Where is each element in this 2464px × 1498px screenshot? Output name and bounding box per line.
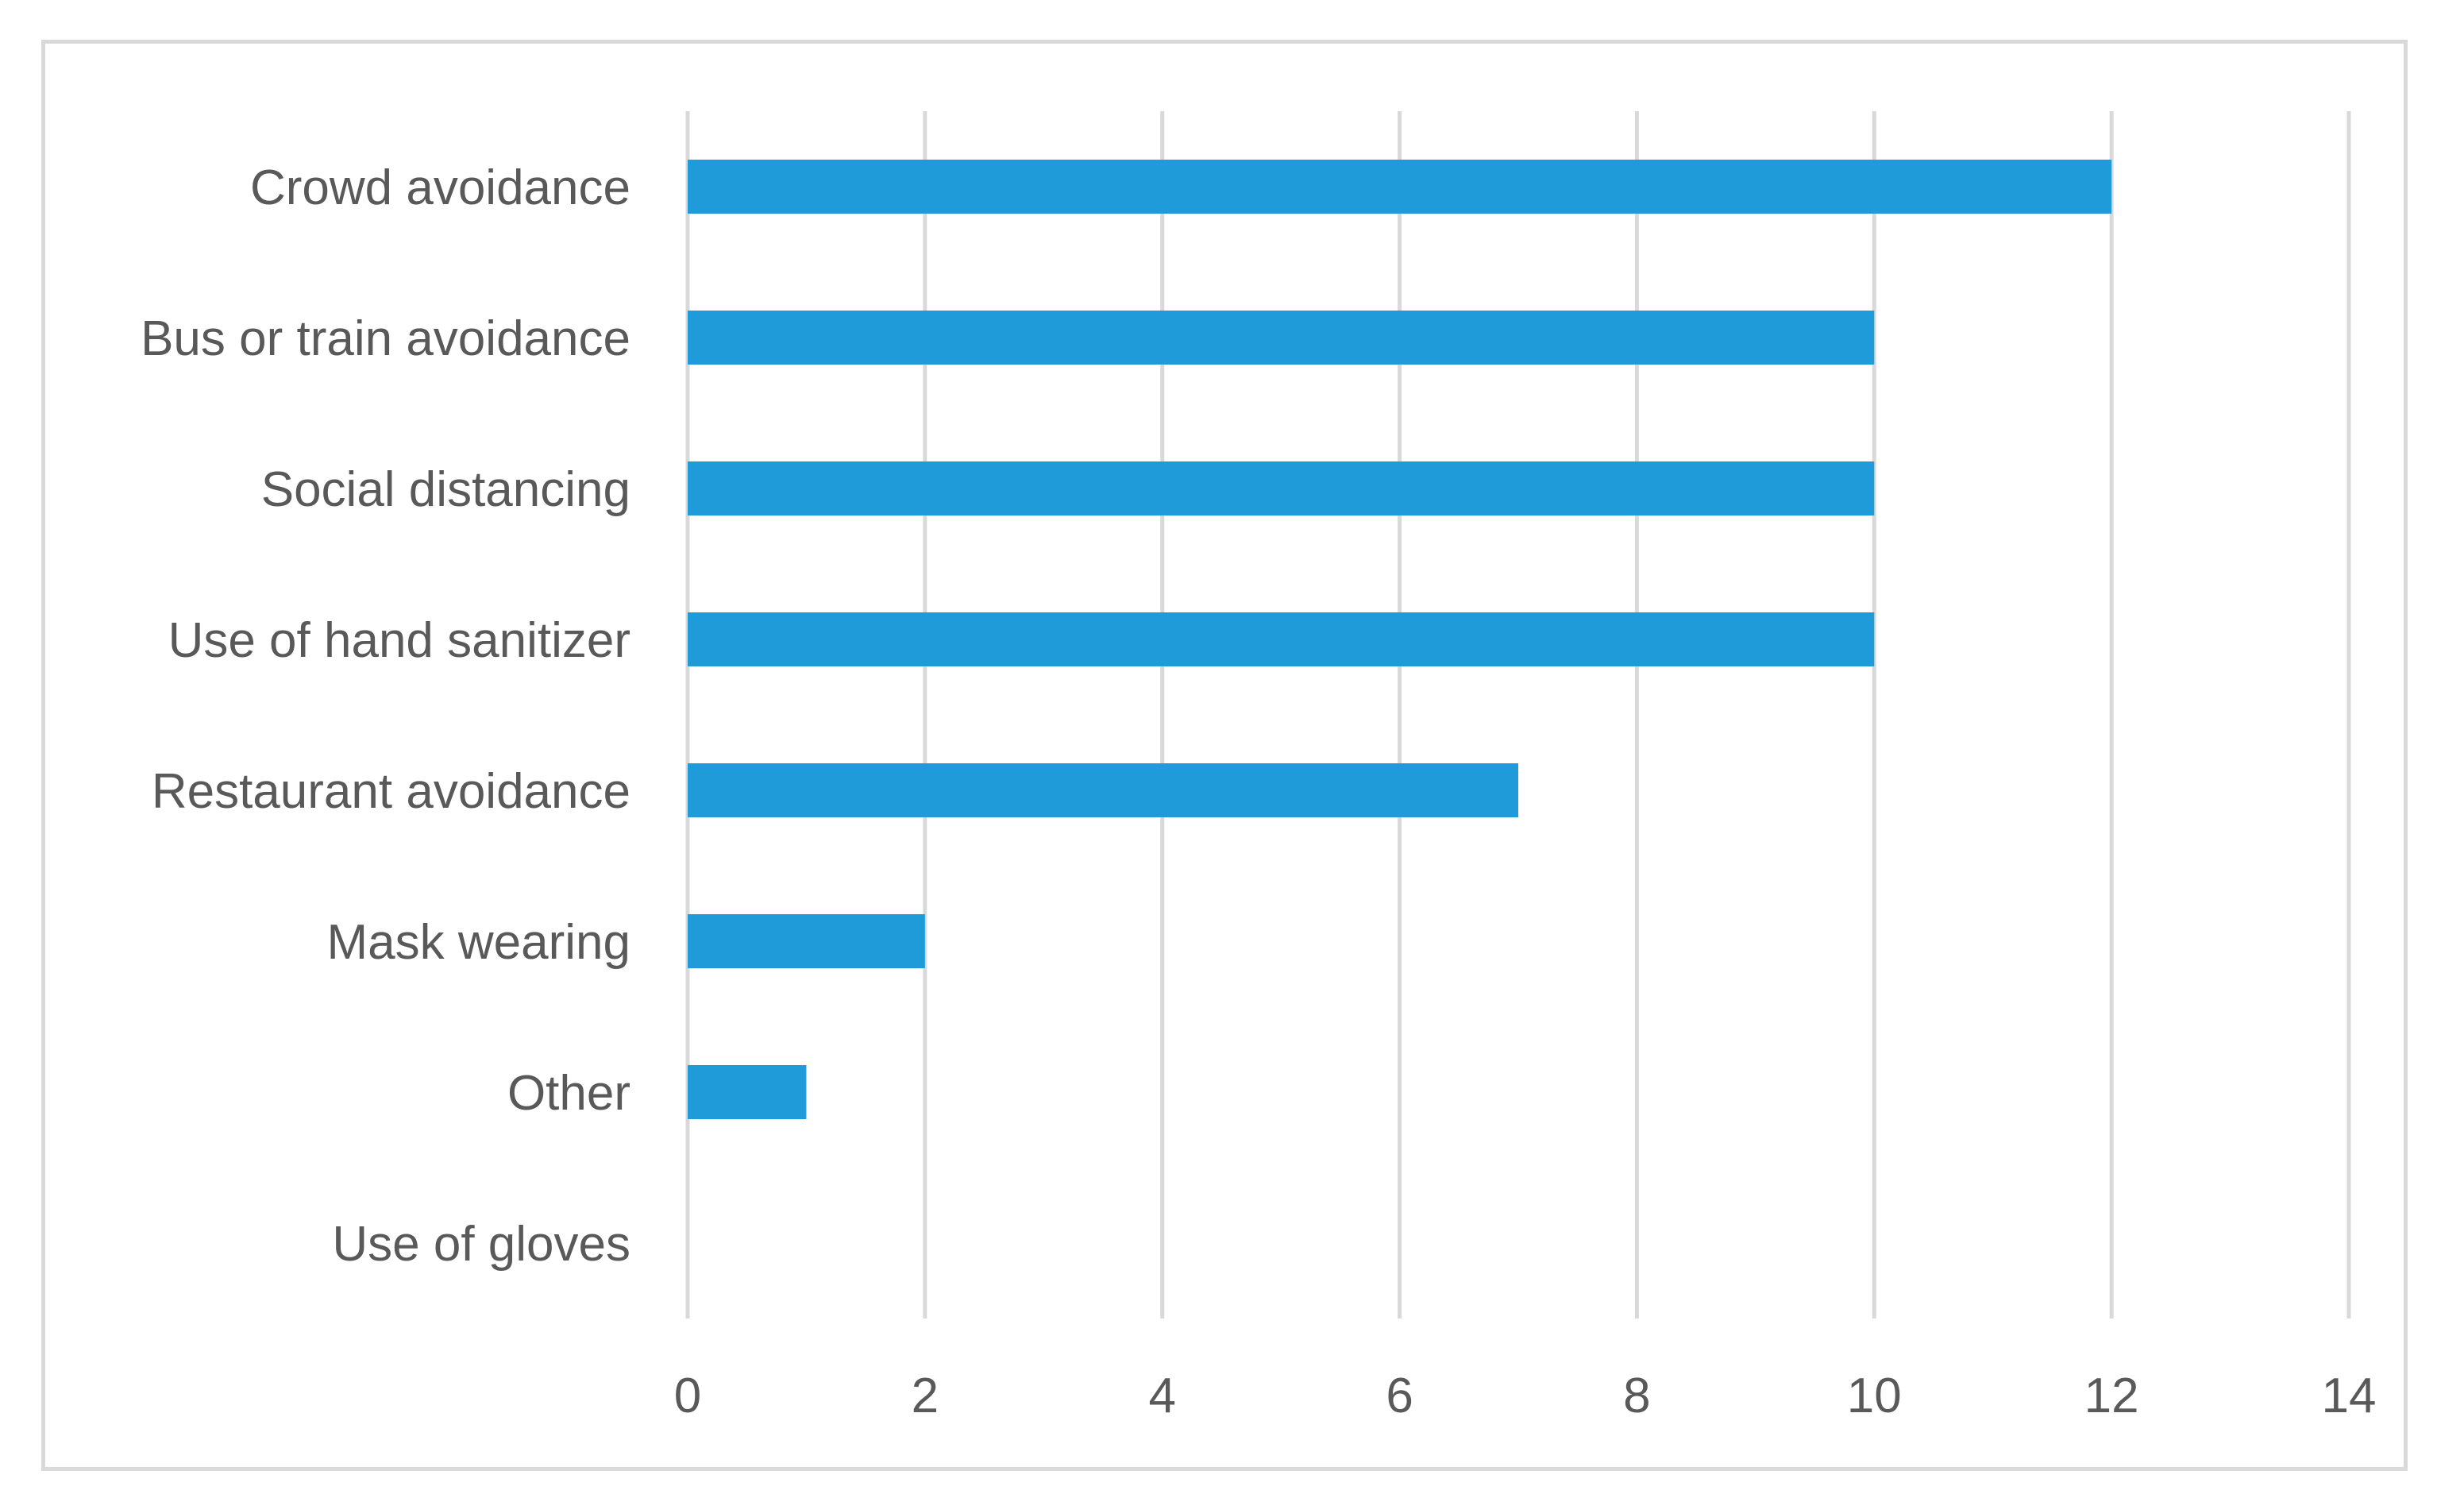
x-tick-label: 14 — [2322, 1369, 2377, 1423]
category-label: Use of gloves — [332, 1217, 630, 1272]
chart-frame — [41, 40, 2408, 1471]
category-label: Other — [507, 1066, 630, 1121]
bar — [688, 1065, 807, 1119]
x-tick-label: 4 — [1148, 1369, 1175, 1423]
x-tick-label: 0 — [674, 1369, 701, 1423]
bar — [688, 914, 925, 968]
category-label: Restaurant avoidance — [152, 764, 630, 819]
bar — [688, 612, 1875, 666]
category-labels: Crowd avoidance Bus or train avoidance Soc… — [141, 160, 630, 1272]
category-label: Mask wearing — [327, 915, 630, 970]
category-label: Use of hand sanitizer — [168, 613, 630, 668]
bar — [688, 461, 1875, 515]
category-label: Social distancing — [261, 462, 630, 517]
category-label: Bus or train avoidance — [141, 311, 630, 366]
bar — [688, 160, 2112, 214]
bars — [688, 160, 2112, 1119]
x-tick-label: 6 — [1386, 1369, 1413, 1423]
x-tick-labels: 0 2 4 6 8 10 12 14 — [674, 1369, 2377, 1423]
x-tick-label: 10 — [1847, 1369, 1902, 1423]
x-tick-label: 8 — [1623, 1369, 1650, 1423]
x-tick-label: 2 — [912, 1369, 939, 1423]
x-tick-label: 12 — [2084, 1369, 2139, 1423]
gridlines — [685, 111, 2351, 1318]
category-label: Crowd avoidance — [250, 160, 630, 215]
bar — [688, 763, 1518, 817]
bar — [688, 311, 1875, 365]
